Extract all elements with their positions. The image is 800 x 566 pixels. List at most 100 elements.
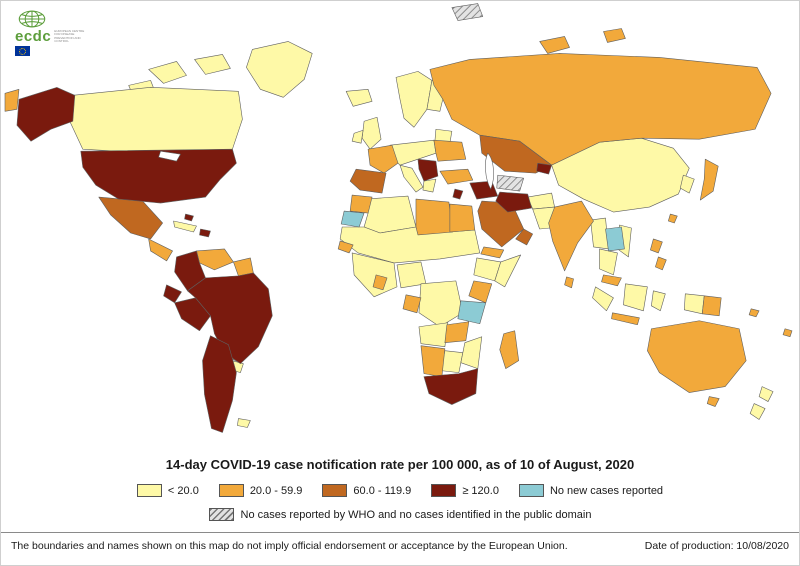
lakes — [158, 150, 494, 190]
country-new-zealand-south — [749, 403, 766, 420]
country-turkey — [439, 168, 474, 185]
region-sahel — [339, 226, 481, 264]
legend-swatch-20-59 — [218, 484, 244, 497]
footer: The boundaries and names shown on this m… — [1, 540, 799, 552]
eu-stars — [19, 47, 26, 55]
country-falkland-islands — [237, 418, 251, 428]
ecdc-logo: ecdc EUROPEAN CENTRE FOR DISEASE PREVENT… — [15, 9, 85, 56]
country-italy — [399, 164, 424, 193]
legend: < 20.0 20.0 - 59.9 60.0 - 119.9 ≥ 120.0 … — [1, 484, 799, 497]
country-papua-new-guinea — [701, 295, 722, 317]
ecdc-globe-icon — [18, 10, 46, 28]
ecdc-wordmark: ecdc — [15, 28, 52, 45]
country-japan — [699, 158, 719, 201]
island-sulawesi — [651, 290, 666, 312]
country-sri-lanka — [564, 276, 574, 289]
country-turkmenistan — [496, 174, 524, 192]
country-philippines-north — [650, 238, 663, 254]
island-solomon — [748, 308, 760, 318]
legend-no-data: No cases reported by WHO and no cases id… — [1, 508, 799, 521]
country-iran — [495, 191, 532, 213]
legend-label-gte-120: ≥ 120.0 — [462, 484, 499, 497]
country-greenland — [246, 41, 313, 98]
country-kazakhstan — [479, 134, 552, 174]
country-canada — [68, 87, 243, 154]
country-gabon — [402, 294, 422, 314]
country-somalia — [494, 254, 521, 288]
footer-divider — [1, 532, 799, 533]
country-ghana — [372, 274, 388, 291]
country-iraq — [469, 180, 499, 200]
island-severnaya-zemlya — [603, 28, 626, 43]
legend-label-60-119: 60.0 - 119.9 — [353, 484, 412, 497]
country-korea — [679, 174, 695, 194]
island-novaya-zemlya — [539, 36, 570, 54]
great-lakes — [158, 150, 181, 162]
country-myanmar — [590, 217, 609, 250]
regions-no-new-cases — [340, 210, 625, 325]
country-yemen — [480, 246, 505, 259]
country-libya — [415, 198, 454, 236]
country-united-states — [80, 148, 237, 204]
country-russia — [429, 53, 772, 166]
country-ukraine — [433, 139, 467, 162]
country-thailand — [599, 248, 618, 276]
world-map-svg — [4, 3, 793, 433]
country-australia — [647, 320, 747, 393]
country-malaysia — [601, 274, 622, 287]
region-chukotka — [4, 89, 20, 112]
legend-label-20-59: 20.0 - 59.9 — [249, 484, 303, 497]
legend-item-60-119: 60.0 - 119.9 — [322, 484, 411, 497]
island-fiji — [782, 328, 793, 338]
country-cuba — [173, 220, 197, 233]
country-namibia — [420, 345, 446, 377]
map-title: 14-day COVID-19 case notification rate p… — [165, 457, 635, 472]
country-south-africa — [423, 368, 479, 405]
footer-disclaimer: The boundaries and names shown on this m… — [11, 540, 568, 552]
country-israel-jordan — [452, 188, 464, 200]
island-hispaniola — [199, 228, 211, 238]
country-india — [548, 200, 594, 272]
country-senegal — [337, 240, 354, 254]
country-morocco — [349, 194, 373, 214]
region-central-africa — [418, 280, 464, 328]
legend-item-under-20: < 20.0 — [136, 484, 199, 497]
legend-swatch-under-20 — [136, 484, 162, 497]
region-western-sahara — [340, 210, 365, 228]
country-mexico — [98, 196, 163, 240]
regions-no-data — [451, 3, 524, 192]
country-taiwan — [668, 213, 678, 224]
country-arctic-island-1 — [148, 61, 187, 84]
legend-swatch-gte-120 — [431, 484, 457, 497]
ecdc-subtitle: EUROPEAN CENTRE FOR DISEASE PREVENTION A… — [54, 28, 85, 44]
country-angola — [418, 322, 449, 347]
legend-item-no-new-cases: No new cases reported — [518, 484, 664, 497]
regions-20-59 — [4, 28, 793, 407]
country-mozambique — [460, 336, 483, 369]
legend-label-no-new-cases: No new cases reported — [549, 484, 664, 497]
legend-label-under-20: < 20.0 — [167, 484, 199, 497]
country-ireland — [351, 129, 364, 144]
island-sumatra — [592, 286, 614, 312]
country-afghanistan — [527, 192, 555, 210]
country-arctic-island-2 — [194, 54, 231, 75]
country-new-zealand-north — [758, 386, 774, 402]
country-brazil-bolivia — [187, 272, 273, 364]
country-laos — [605, 226, 625, 252]
island-java — [611, 312, 640, 326]
caspian-sea — [485, 152, 494, 190]
country-venezuela — [196, 248, 234, 271]
country-peru — [174, 297, 211, 332]
island-svalbard — [451, 3, 484, 21]
regions-60-119 — [98, 134, 552, 248]
legend-swatch-no-data-hatched — [208, 508, 234, 521]
country-oman — [515, 228, 533, 246]
country-bahamas — [184, 213, 194, 222]
footer-date-of-production: Date of production: 10/08/2020 — [644, 540, 789, 552]
country-kenya — [468, 280, 493, 304]
country-zambia — [444, 321, 470, 344]
legend-label-no-data: No cases reported by WHO and no cases id… — [240, 508, 592, 521]
country-ecuador — [163, 284, 182, 304]
legend-item-20-59: 20.0 - 59.9 — [218, 484, 303, 497]
